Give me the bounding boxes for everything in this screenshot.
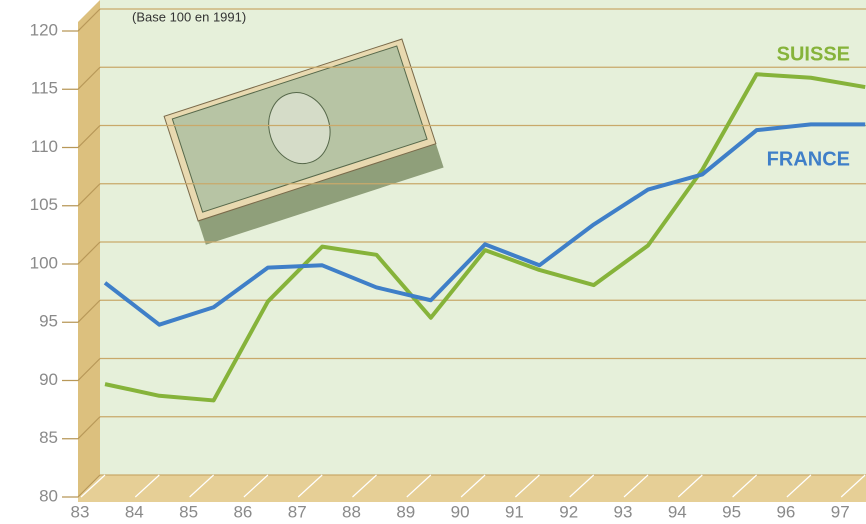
y-tick-label: 115: [31, 79, 58, 98]
x-tick-label: 97: [831, 502, 850, 521]
x-tick-label: 87: [288, 502, 307, 521]
y-tick-label: 105: [30, 195, 58, 214]
legend-label: SUISSE: [777, 43, 850, 65]
x-tick-label: 83: [71, 502, 90, 521]
floor-tick: [732, 474, 758, 498]
floor-tick: [352, 474, 377, 498]
floor-tick: [460, 474, 486, 498]
x-tick-label: 85: [179, 502, 198, 521]
tick-mark: [62, 241, 101, 265]
tick-mark: [62, 183, 101, 207]
base: [0, 502, 866, 524]
tick-mark: [62, 474, 101, 498]
series-line: [103, 122, 866, 327]
left-wall: [78, 0, 100, 497]
tick-mark: [62, 8, 101, 32]
tick-mark: [62, 299, 101, 323]
subtitle: (Base 100 en 1991): [132, 9, 246, 24]
x-tick-label: 93: [614, 502, 633, 521]
floor-tick: [786, 474, 812, 498]
floor-tick: [514, 474, 540, 498]
legend-label: FRANCE: [767, 148, 850, 170]
floor-tick: [297, 474, 323, 498]
x-tick-label: 84: [125, 502, 144, 521]
y-tick-label: 110: [31, 137, 58, 156]
floor-tick: [134, 474, 160, 498]
x-tick-label: 90: [451, 502, 470, 521]
floor-tick: [406, 474, 432, 498]
x-tick-label: 92: [559, 502, 578, 521]
tick-mark: [62, 125, 101, 149]
y-tick-label: 100: [30, 253, 58, 272]
series-line: [104, 72, 866, 403]
floor-tick: [569, 474, 595, 498]
tick-mark: [62, 358, 101, 382]
floor-tick: [189, 474, 215, 498]
y-tick-label: 80: [39, 486, 58, 505]
x-tick-label: 88: [342, 502, 361, 521]
x-tick-label: 89: [396, 502, 415, 521]
x-tick-label: 95: [722, 502, 741, 521]
x-tick-label: 91: [505, 502, 524, 521]
y-tick-label: 95: [39, 312, 58, 331]
x-tick-label: 96: [776, 502, 795, 521]
floor-tick: [677, 474, 703, 498]
y-tick-label: 85: [39, 428, 58, 447]
floor-tick: [840, 474, 866, 498]
tick-mark: [62, 66, 101, 90]
floor-tick: [80, 474, 106, 498]
floor-tick: [243, 474, 269, 498]
y-tick-label: 120: [30, 20, 58, 39]
x-tick-label: 94: [668, 502, 687, 521]
floor-tick: [623, 474, 649, 498]
tick-mark: [62, 416, 101, 440]
bills: [163, 38, 444, 245]
x-tick-label: 86: [233, 502, 252, 521]
y-tick-label: 90: [39, 370, 58, 389]
floor: [78, 475, 866, 502]
